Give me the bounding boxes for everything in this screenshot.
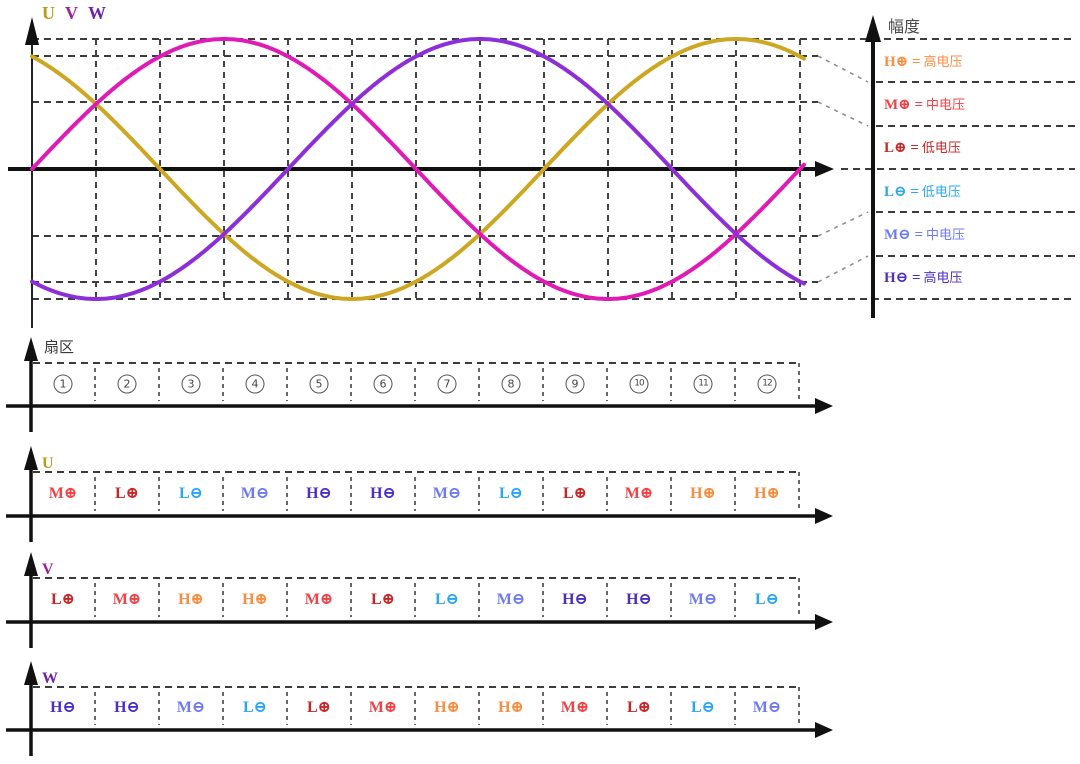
- legend-item-M⊕: M⊕ = 中电压: [884, 94, 965, 114]
- phase-cell-V-6: L⊕: [370, 591, 396, 608]
- legend-item-M⊖: M⊖ = 中电压: [884, 224, 965, 244]
- phase-title-W: W: [88, 3, 107, 23]
- row-label-U: U: [42, 455, 54, 472]
- sector-number: 7: [437, 374, 457, 394]
- main-x-axis-arrow-icon: [815, 161, 834, 177]
- phase-cell-U-4: M⊖: [240, 485, 270, 502]
- amplitude-axis-label: 幅度: [888, 17, 921, 36]
- phase-cell-W-11: L⊖: [690, 699, 716, 716]
- legend-symbol: M⊖ =: [884, 227, 924, 243]
- legend-text: 中电压: [926, 228, 966, 243]
- W-row-y-axis-arrow-icon: [24, 661, 38, 685]
- legend-item-L⊕: L⊕ = 低电压: [884, 137, 961, 157]
- phase-cell-U-3: L⊖: [178, 485, 204, 502]
- phase-cell-U-6: H⊖: [370, 485, 396, 502]
- legend-symbol: H⊕ =: [884, 54, 921, 70]
- curve-V: [30, 37, 806, 301]
- sector-number: 12: [757, 374, 777, 394]
- legend-symbol: L⊕ =: [884, 140, 919, 156]
- phase-cell-W-1: H⊖: [50, 699, 76, 716]
- phase-cell-V-11: M⊖: [688, 591, 718, 608]
- legend-text: 高电压: [923, 271, 963, 286]
- phase-cell-W-10: L⊕: [626, 699, 652, 716]
- phase-cell-U-7: M⊖: [432, 485, 462, 502]
- legend-item-H⊖: H⊖ = 高电压: [884, 267, 963, 287]
- phase-title-V: V: [65, 3, 79, 23]
- sector-number: 3: [181, 374, 201, 394]
- phase-cell-W-2: H⊖: [114, 699, 140, 716]
- W-row-x-axis-arrow-icon: [815, 722, 833, 738]
- phase-cell-V-9: H⊖: [562, 591, 588, 608]
- phase-cell-U-5: H⊖: [306, 485, 332, 502]
- sector-number: 6: [373, 374, 393, 394]
- phase-cell-U-8: L⊖: [498, 485, 524, 502]
- phase-cell-W-6: M⊕: [368, 699, 398, 716]
- band-connector-line: [817, 255, 869, 283]
- main-y-axis-arrow-icon: [25, 17, 39, 45]
- row-label-W: W: [42, 670, 58, 687]
- phase-cell-U-9: L⊕: [562, 485, 588, 502]
- curve-W: [30, 37, 806, 301]
- legend-symbol: H⊖ =: [884, 270, 921, 286]
- phase-cell-W-9: M⊕: [560, 699, 590, 716]
- phase-cell-V-10: H⊖: [626, 591, 652, 608]
- sector-row-x-axis-arrow-icon: [815, 398, 833, 414]
- legend-text: 中电压: [926, 98, 966, 113]
- phase-cell-V-8: M⊖: [496, 591, 526, 608]
- phase-cell-W-3: M⊖: [176, 699, 206, 716]
- phase-cell-U-2: L⊕: [114, 485, 140, 502]
- phase-cell-U-10: M⊕: [624, 485, 654, 502]
- phase-cell-W-12: M⊖: [752, 699, 782, 716]
- phase-cell-V-7: L⊖: [434, 591, 460, 608]
- phase-cell-W-4: L⊖: [242, 699, 268, 716]
- phase-cell-V-3: H⊕: [178, 591, 204, 608]
- band-connector-line: [817, 211, 869, 237]
- phase-cell-U-11: H⊕: [690, 485, 716, 502]
- phase-cell-V-2: M⊕: [112, 591, 142, 608]
- phase-cell-U-12: H⊕: [754, 485, 780, 502]
- phase-cell-V-12: L⊖: [754, 591, 780, 608]
- legend-item-H⊕: H⊕ = 高电压: [884, 51, 963, 71]
- legend-symbol: L⊖ =: [884, 184, 919, 200]
- sector-number: 2: [117, 374, 137, 394]
- band-connector-line: [817, 55, 869, 83]
- U-row-y-axis-arrow-icon: [24, 446, 38, 470]
- phase-cell-W-5: L⊕: [306, 699, 332, 716]
- phase-cell-V-1: L⊕: [50, 591, 76, 608]
- sector-number: 9: [565, 374, 585, 394]
- V-row-x-axis-arrow-icon: [815, 614, 833, 630]
- sector-axis-label: 扇区: [44, 338, 75, 356]
- V-row-y-axis-arrow-icon: [24, 552, 38, 576]
- band-connector-line: [817, 101, 869, 127]
- legend-item-L⊖: L⊖ = 低电压: [884, 181, 961, 201]
- phase-cell-V-4: H⊕: [242, 591, 268, 608]
- row-label-V: V: [42, 561, 54, 578]
- phase-cell-W-8: H⊕: [498, 699, 524, 716]
- U-row-x-axis-arrow-icon: [815, 508, 833, 524]
- sector-number: 8: [501, 374, 521, 394]
- sector-row-y-axis-arrow-icon: [24, 337, 38, 361]
- phase-cell-U-1: M⊕: [48, 485, 78, 502]
- legend-text: 低电压: [921, 141, 961, 156]
- phase-cell-V-5: M⊕: [304, 591, 334, 608]
- sector-number: 5: [309, 374, 329, 394]
- curve-U: [30, 37, 806, 301]
- legend-text: 低电压: [921, 185, 961, 200]
- legend-symbol: M⊕ =: [884, 97, 924, 113]
- sector-number: 11: [693, 374, 713, 394]
- sector-number: 1: [53, 374, 73, 394]
- legend-text: 高电压: [923, 55, 963, 70]
- phase-cell-W-7: H⊕: [434, 699, 460, 716]
- sector-number: 4: [245, 374, 265, 394]
- amplitude-axis-arrow-icon: [865, 15, 881, 42]
- sector-number: 10: [629, 374, 649, 394]
- phase-title-U: U: [42, 3, 56, 23]
